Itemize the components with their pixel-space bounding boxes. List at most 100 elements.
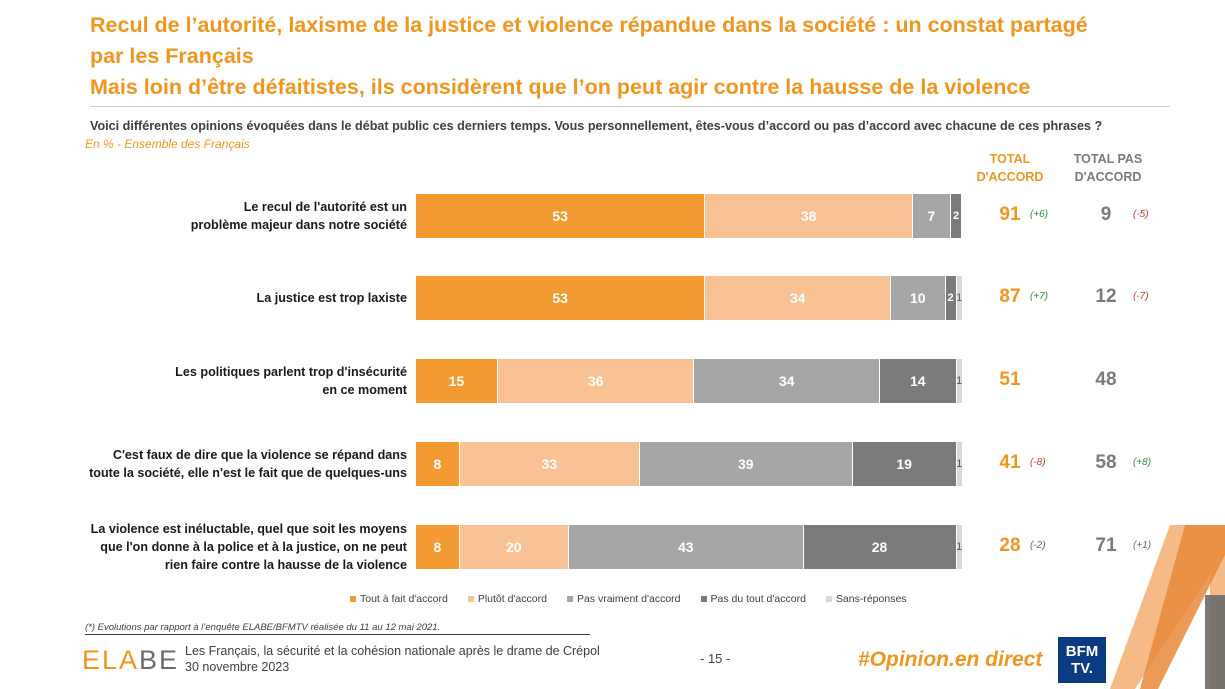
total-accord-value: 28: [999, 535, 1021, 556]
evolution-pas-accord: (-7): [1133, 291, 1149, 302]
legend-swatch: [700, 596, 707, 602]
bar-segment-1: 53: [416, 194, 706, 238]
legend-label: Plutôt d'accord: [477, 593, 547, 605]
bar-value-label: 28: [871, 539, 888, 555]
bar-segment-5: 1: [956, 359, 963, 403]
legend-swatch: [825, 596, 832, 602]
bar-value-label: 20: [505, 539, 522, 555]
bar-value-label: 2: [947, 292, 954, 304]
stacked-bar: 8 20 43 28 1: [416, 525, 962, 569]
bar-segment-1: 8: [416, 525, 460, 569]
legend-item: Pas du tout d'accord: [700, 593, 806, 605]
legend-item: Tout à fait d'accord: [350, 593, 448, 605]
bar-segment-4: 2: [951, 194, 962, 238]
evolution-accord: (-8): [1030, 457, 1046, 468]
bar-segment-3: 43: [568, 525, 804, 569]
title-line-2: par les Français: [90, 44, 254, 68]
stacked-bar: 53 34 10 2 1: [416, 276, 962, 320]
decorative-a-shape-icon: [1110, 525, 1225, 689]
bar-value-label: 34: [789, 290, 806, 306]
legend-swatch: [467, 596, 474, 602]
bar-value-label: 1: [956, 458, 963, 470]
bar-value-label: 8: [433, 539, 442, 555]
bar-segment-1: 15: [416, 359, 498, 403]
total-pas-accord-value: 71: [1095, 535, 1117, 556]
row-label: C'est faux de dire que la violence se ré…: [89, 448, 407, 480]
footnote-divider: [85, 634, 590, 635]
bar-value-label: 10: [910, 290, 926, 306]
evolution-pas-accord: (+8): [1133, 457, 1152, 468]
bfm-logo-line1: BFM: [1065, 643, 1099, 660]
elabe-logo-orange: ELA: [82, 645, 140, 675]
legend-label: Pas du tout d'accord: [710, 593, 806, 605]
total-accord-value: 87: [999, 286, 1021, 307]
bar-value-label: 8: [433, 456, 442, 472]
total-pas-accord-value: 9: [1100, 204, 1112, 225]
total-pas-accord-value: 48: [1095, 369, 1117, 390]
bar-value-label: 39: [738, 456, 754, 472]
evolution-pas-accord: (+1): [1133, 540, 1152, 551]
bar-value-label: 34: [778, 373, 795, 389]
bar-segment-2: 38: [705, 194, 913, 238]
bar-value-label: 36: [587, 373, 604, 389]
bar-segment-5: 1: [956, 276, 963, 320]
footer-study-title: Les Français, la sécurité et la cohésion…: [185, 644, 600, 658]
bar-segment-2: 34: [705, 276, 891, 320]
slide-title: Recul de l’autorité, laxisme de la justi…: [90, 10, 1170, 103]
population-subtitle: En % - Ensemble des Français: [85, 137, 250, 151]
footer-study-date: 30 novembre 2023: [185, 660, 290, 674]
row-label: Le recul de l'autorité est un problème m…: [190, 200, 407, 232]
bar-segment-2: 20: [459, 525, 569, 569]
evolution-accord: (-2): [1030, 540, 1046, 551]
stacked-bar: 8 33 39 19 1: [416, 442, 962, 486]
legend-item: Pas vraiment d'accord: [566, 593, 681, 605]
legend-label: Pas vraiment d'accord: [576, 593, 681, 605]
legend-item: Sans-réponses: [825, 593, 907, 605]
bar-value-label: 1: [956, 375, 963, 387]
footer-study-info: Les Français, la sécurité et la cohésion…: [185, 643, 600, 675]
survey-question: Voici différentes opinions évoquées dans…: [90, 119, 1103, 133]
total-accord-header: TOTAL D'ACCORD: [976, 152, 1044, 184]
total-accord-value: 51: [999, 369, 1021, 390]
bar-segment-4: 14: [880, 359, 957, 403]
bar-value-label: 1: [956, 541, 963, 553]
total-pas-accord-header: TOTAL PAS D'ACCORD: [1073, 152, 1143, 184]
legend-label: Sans-réponses: [835, 593, 907, 605]
evolution-accord: (+6): [1030, 209, 1049, 220]
legend-label: Tout à fait d'accord: [360, 593, 448, 605]
bar-value-label: 14: [909, 373, 926, 389]
bar-segment-1: 8: [416, 442, 460, 486]
title-divider: [90, 106, 1170, 107]
total-accord-value: 91: [999, 204, 1021, 225]
legend-swatch: [350, 596, 356, 602]
bar-segment-3: 34: [694, 359, 881, 403]
title-line-3: Mais loin d’être défaitistes, ils consid…: [90, 75, 1031, 99]
row-label: Les politiques parlent trop d'insécurité…: [175, 365, 407, 397]
bar-value-label: 19: [896, 456, 912, 472]
legend-swatch: [566, 596, 573, 602]
bar-value-label: 1: [956, 292, 963, 304]
bar-segment-4: 2: [945, 276, 957, 320]
bar-segment-5: 1: [956, 525, 963, 569]
page-number: - 15 -: [700, 651, 731, 666]
bar-segment-2: 33: [459, 442, 640, 486]
bar-segment-3: 39: [639, 442, 853, 486]
bar-value-label: 15: [448, 373, 465, 389]
stacked-bar: 53 38 7 2: [416, 194, 962, 238]
bfmtv-logo: BFM TV.: [1058, 637, 1106, 683]
bar-segment-3: 10: [891, 276, 946, 320]
bar-value-label: 38: [800, 208, 817, 224]
bar-value-label: 53: [552, 290, 568, 306]
footnote: (*) Evolutions par rapport à l’enquête E…: [85, 622, 441, 633]
total-accord-value: 41: [999, 452, 1021, 473]
opinion-hashtag: #Opinion.en direct: [858, 648, 1043, 671]
elabe-logo: ELABE: [82, 645, 179, 676]
bar-segment-2: 36: [497, 359, 695, 403]
title-line-1: Recul de l’autorité, laxisme de la justi…: [90, 13, 1088, 37]
elabe-logo-grey: BE: [139, 645, 180, 675]
stacked-bar: 15 36 34 14 1: [416, 359, 962, 403]
bar-segment-4: 28: [803, 525, 957, 569]
row-label: La violence est inéluctable, quel que so…: [90, 522, 407, 572]
bfm-logo-line2: TV.: [1071, 660, 1093, 677]
legend-item: Plutôt d'accord: [467, 593, 547, 605]
